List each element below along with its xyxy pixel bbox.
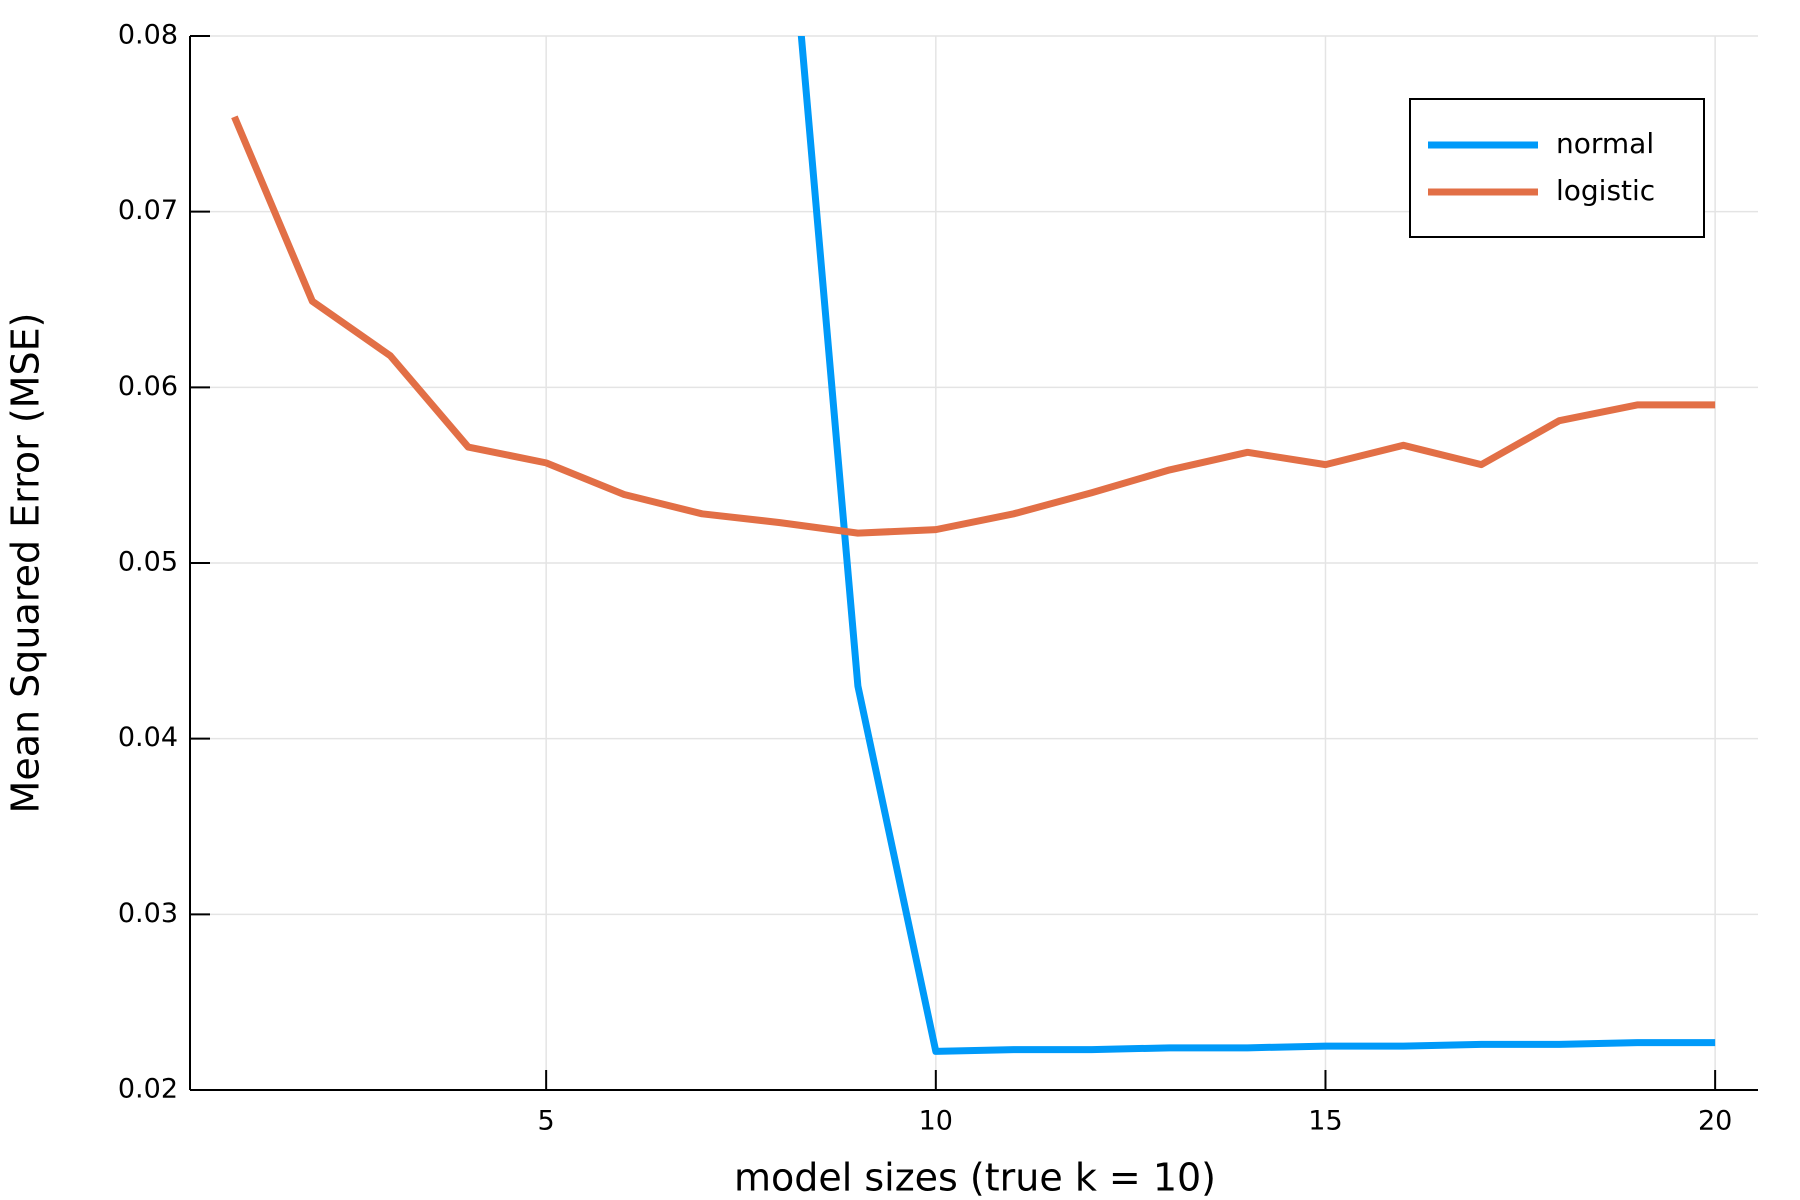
lines (231, 36, 1716, 1055)
y-tick-label: 0.08 (118, 20, 178, 51)
legend: normal logistic (1409, 98, 1705, 238)
y-tick-label: 0.03 (118, 898, 178, 929)
grid (190, 35, 1758, 1091)
legend-box (1409, 98, 1705, 238)
x-tick-label: 20 (1698, 1106, 1732, 1137)
y-tick-label: 0.02 (118, 1074, 178, 1105)
y-tick-label: 0.04 (118, 722, 178, 753)
legend-label: normal (1556, 127, 1654, 160)
x-axis-label: model sizes (true k = 10) (734, 1156, 1216, 1200)
line-series (231, 115, 1716, 537)
y-tick-label: 0.06 (118, 371, 178, 402)
line-series (797, 36, 1716, 1055)
y-tick-label: 0.05 (118, 547, 178, 578)
x-tick-label: 5 (538, 1106, 555, 1137)
axes: 0.02 0.03 0.04 0.05 0.06 0.07 0.08 5 10 15 20 (118, 20, 1758, 1137)
x-tick-label: 15 (1308, 1106, 1342, 1137)
legend-label: logistic (1556, 174, 1655, 207)
y-axis-label: Mean Squared Error (MSE) (4, 313, 48, 814)
x-tick-label: 10 (919, 1106, 953, 1137)
y-tick-label: 0.07 (118, 195, 178, 226)
